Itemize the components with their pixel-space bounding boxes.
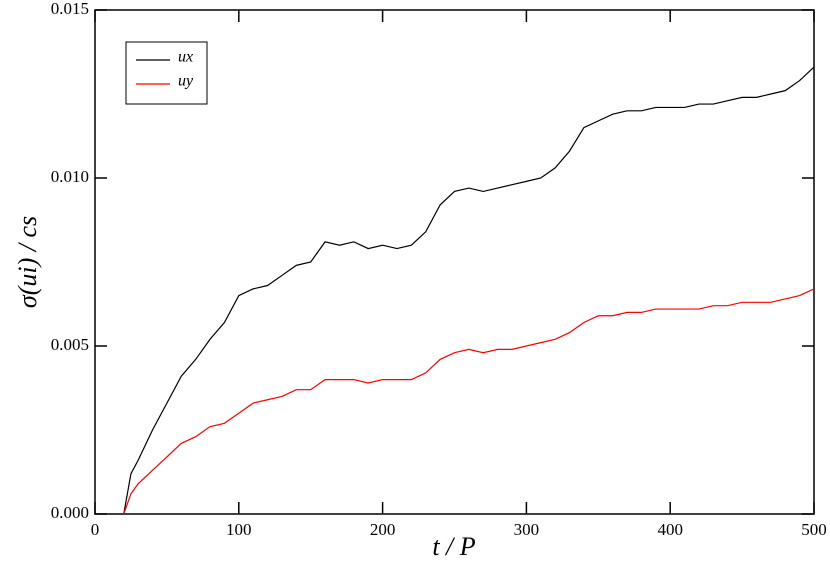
x-axis-label: t / P: [432, 532, 475, 561]
x-tick-label: 400: [657, 520, 683, 539]
y-tick-label: 0.010: [51, 167, 89, 186]
x-tick-label: 500: [801, 520, 827, 539]
x-tick-label: 0: [91, 520, 100, 539]
legend-label: uy: [178, 73, 194, 90]
x-tick-label: 300: [514, 520, 540, 539]
y-axis-label: σ(ui) / cs: [13, 216, 42, 308]
x-tick-label: 100: [226, 520, 252, 539]
x-tick-label: 200: [370, 520, 396, 539]
data-line: [123, 288, 815, 515]
plot-frame: [94, 9, 815, 515]
data-line: [123, 66, 815, 515]
legend-label: ux: [178, 49, 193, 66]
legend-box: [125, 41, 208, 105]
y-tick-label: 0.005: [51, 335, 89, 354]
y-tick-label: 0.015: [51, 0, 89, 18]
y-tick-label: 0.000: [51, 503, 89, 522]
